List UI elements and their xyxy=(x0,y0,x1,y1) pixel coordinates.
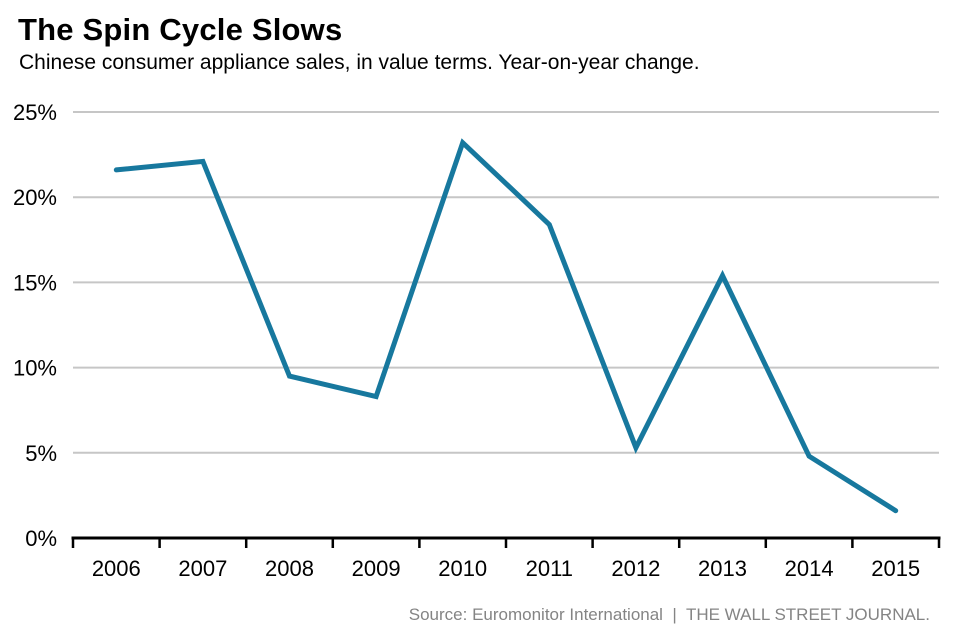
x-axis-label: 2014 xyxy=(785,556,834,581)
x-axis-label: 2010 xyxy=(438,556,487,581)
source-credit: Source: Euromonitor International | THE … xyxy=(408,605,930,624)
y-axis-label: 15% xyxy=(13,270,57,295)
x-axis-label: 2007 xyxy=(178,556,227,581)
data-line xyxy=(113,138,899,514)
y-axis-label: 10% xyxy=(13,356,57,381)
y-axis-label: 5% xyxy=(25,441,57,466)
x-axis-label: 2012 xyxy=(611,556,660,581)
y-axis-label: 25% xyxy=(13,100,57,125)
chart-title: The Spin Cycle Slows xyxy=(18,12,343,47)
x-axis-label: 2011 xyxy=(526,556,573,581)
x-axis-label: 2009 xyxy=(352,556,401,581)
x-axis-label: 2015 xyxy=(871,556,920,581)
chart-subtitle: Chinese consumer appliance sales, in val… xyxy=(19,51,700,74)
y-axis-label: 0% xyxy=(25,526,57,551)
x-axis-label: 2006 xyxy=(92,556,141,581)
x-axis-label: 2008 xyxy=(265,556,314,581)
x-axis-label: 2013 xyxy=(698,556,747,581)
y-axis-label: 20% xyxy=(13,185,57,210)
